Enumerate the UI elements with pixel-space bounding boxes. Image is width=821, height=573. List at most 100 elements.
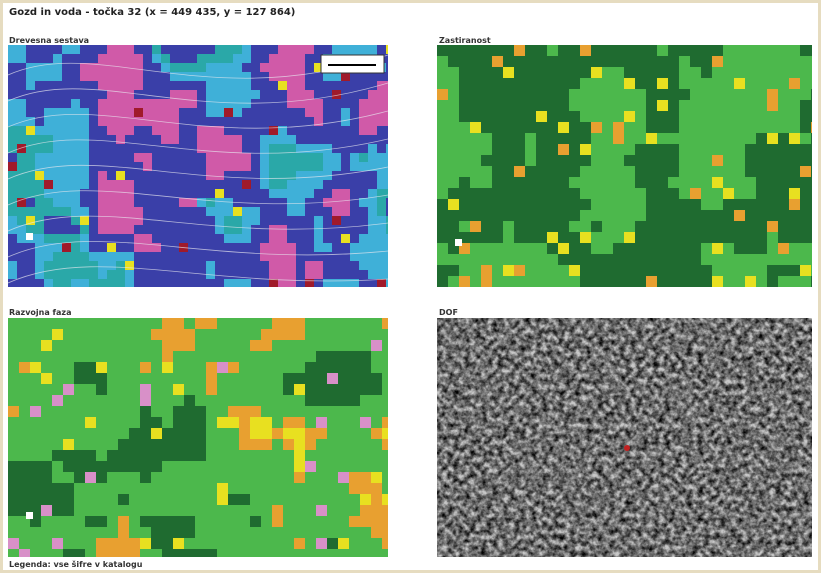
map-cell <box>217 549 229 557</box>
map-cell <box>250 340 262 352</box>
map-cell <box>261 428 273 440</box>
map-cell <box>19 549 31 557</box>
map-cell <box>19 472 31 484</box>
map-cell <box>272 472 284 484</box>
map-cell <box>492 67 504 79</box>
map-cell <box>332 81 342 91</box>
map-cell <box>327 538 339 550</box>
map-cell <box>492 45 504 57</box>
map-cell <box>96 450 108 462</box>
map-cell <box>323 45 333 55</box>
map-cell <box>459 177 471 189</box>
map-cell <box>71 108 81 118</box>
map-cell <box>341 216 351 226</box>
map-cell <box>332 135 342 145</box>
map-cell <box>35 225 45 235</box>
map-cell <box>80 252 90 262</box>
map-cell <box>134 279 144 287</box>
map-cell <box>35 180 45 190</box>
map-cell <box>41 516 53 528</box>
map-cell <box>745 199 757 211</box>
map-cell <box>712 122 724 134</box>
map-cell <box>143 99 153 109</box>
map-cell <box>41 549 53 557</box>
map-cell <box>143 171 153 181</box>
map-cell <box>283 417 295 429</box>
map-cell <box>35 153 45 163</box>
map-cell <box>107 261 117 271</box>
map-cell <box>53 234 63 244</box>
map-cell <box>71 144 81 154</box>
map-cell <box>30 417 42 429</box>
map-cell <box>151 329 163 341</box>
map-cell <box>437 276 449 287</box>
map-cell <box>756 89 768 101</box>
map-cell <box>492 243 504 255</box>
map-cell <box>294 516 306 528</box>
map-cell <box>170 144 180 154</box>
map-cell <box>217 483 229 495</box>
map-cell <box>350 126 360 136</box>
map-cell <box>547 111 559 123</box>
map-cell <box>350 207 360 217</box>
map-cell <box>359 180 369 190</box>
map-cell <box>63 538 75 550</box>
map-cell <box>287 189 297 199</box>
map-cell <box>85 428 97 440</box>
map-cell <box>261 483 273 495</box>
map-cell <box>789 67 801 79</box>
map-cell <box>701 188 713 200</box>
map-cell <box>74 472 86 484</box>
map-cell <box>269 135 279 145</box>
map-cell <box>359 216 369 226</box>
map-cell <box>591 276 603 287</box>
map-cell <box>382 527 388 539</box>
map-cell <box>161 252 171 262</box>
map-cell <box>377 189 387 199</box>
map-cell <box>184 538 196 550</box>
map-cell <box>140 318 152 330</box>
map-cell <box>269 45 279 55</box>
map-cell <box>525 67 537 79</box>
map-cell <box>188 279 198 287</box>
map-cell <box>239 450 251 462</box>
map-cell <box>323 99 333 109</box>
map-cell <box>778 210 790 222</box>
map-cell <box>701 56 713 68</box>
map-cell <box>800 111 812 123</box>
map-cell <box>250 494 262 506</box>
map-cell <box>327 384 339 396</box>
map-cell <box>382 318 388 330</box>
map-cell <box>71 279 81 287</box>
map-cell <box>536 89 548 101</box>
map-cell <box>525 89 537 101</box>
map-cell <box>723 45 735 57</box>
map-cell <box>188 153 198 163</box>
map-cell <box>116 261 126 271</box>
map-cell <box>162 351 174 363</box>
map-cell <box>314 81 324 91</box>
map-cell <box>151 406 163 418</box>
map-cell <box>701 276 713 287</box>
map-cell <box>184 472 196 484</box>
map-cell <box>470 155 482 167</box>
map-cell <box>272 384 284 396</box>
map-cell <box>756 210 768 222</box>
map-cell <box>206 538 218 550</box>
map-cell <box>778 243 790 255</box>
map-cell <box>602 111 614 123</box>
map-cell <box>197 243 207 253</box>
map-cell <box>811 188 812 200</box>
map-cell <box>134 270 144 280</box>
map-cell <box>580 67 592 79</box>
map-cell <box>125 126 135 136</box>
map-cell <box>377 198 387 208</box>
map-cell <box>327 329 339 341</box>
map-cell <box>701 243 713 255</box>
map-cell <box>215 81 225 91</box>
map-cell <box>377 162 387 172</box>
map-cell <box>85 373 97 385</box>
map-cell <box>745 232 757 244</box>
map-cell <box>52 483 64 495</box>
map-cell <box>613 56 625 68</box>
